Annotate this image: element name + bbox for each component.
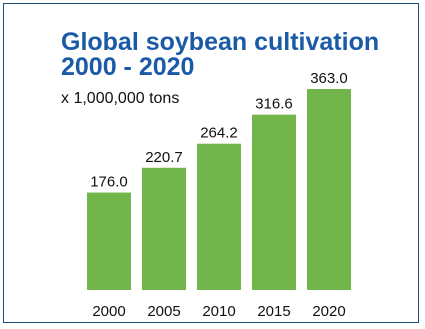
value-label-2005: 220.7	[145, 149, 183, 166]
x-tick-label-2015: 2015	[257, 303, 290, 320]
bar-2020	[307, 89, 351, 290]
value-label-2010: 264.2	[200, 125, 238, 142]
bar-2015	[252, 114, 296, 290]
chart-title: Global soybean cultivation 2000 - 2020	[61, 30, 379, 80]
value-label-2000: 176.0	[90, 174, 128, 191]
x-tick-label-2010: 2010	[202, 303, 235, 320]
chart-title-line-1: Global soybean cultivation	[61, 28, 380, 56]
x-tick-label-2020: 2020	[312, 303, 345, 320]
bar-2010	[197, 143, 241, 290]
value-label-2020: 363.0	[310, 70, 348, 87]
value-label-2015: 316.6	[255, 96, 293, 113]
x-tick-label-2005: 2005	[147, 303, 180, 320]
chart-subtitle: x 1,000,000 tons	[61, 90, 180, 107]
x-tick-label-2000: 2000	[92, 303, 125, 320]
bar-2005	[142, 167, 186, 290]
chart-title-line-2: 2000 - 2020	[61, 53, 195, 81]
bar-2000	[87, 192, 131, 290]
chart-frame	[3, 3, 419, 323]
